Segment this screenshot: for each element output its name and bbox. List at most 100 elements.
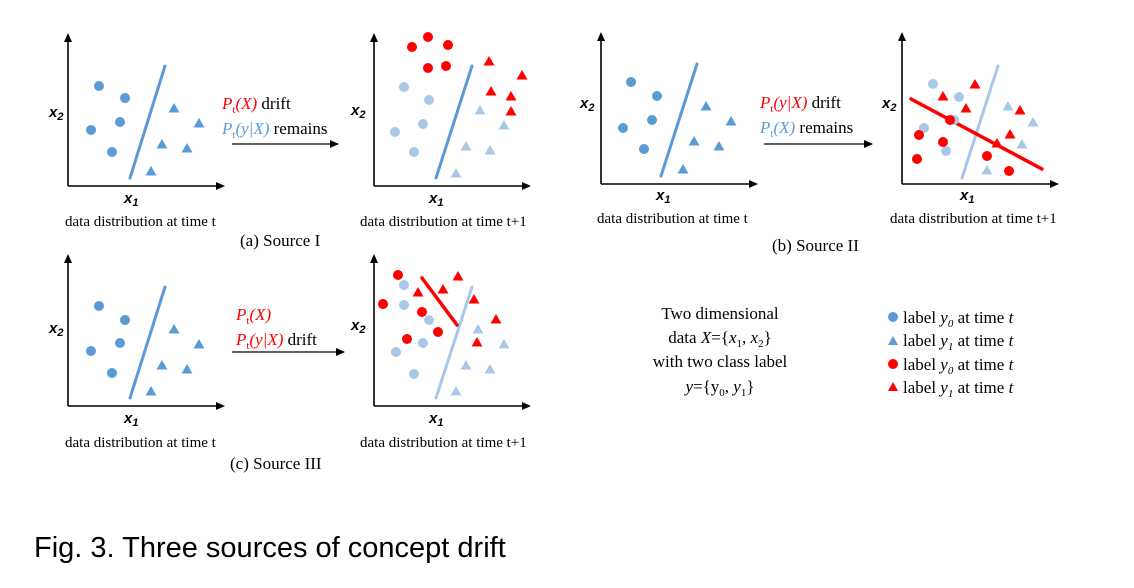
arrow-a-line2: Pt(y|X) remains [221,119,327,141]
triangle-point [981,165,993,175]
triangle-point [156,139,168,149]
blue-circle-icon [888,312,898,322]
circle-point [424,315,434,325]
x2-axis-label: x2 [48,104,63,123]
red-triangle-icon [888,382,898,391]
circle-point [115,117,125,127]
x-axis-arrowhead-icon [749,180,758,188]
circle-point [441,61,451,71]
circle-point [418,119,428,129]
legend-item-blue-circle: label y0 at time t [888,308,1015,330]
svg-text:label y1 at time t: label y1 at time t [903,331,1015,353]
y-axis-arrowhead-icon [64,254,72,263]
circle-point [399,82,409,92]
circle-point [938,137,948,147]
legend-item-blue-triangle: label y1 at time t [888,331,1015,353]
triangle-point [168,324,180,334]
triangle-point [484,364,496,374]
transition-arrow-b: Pt(y|X) drift Pt(X) remains [759,93,873,148]
triangle-point [450,386,462,396]
decision-boundary [909,97,1044,171]
circle-point [115,338,125,348]
panel-a-caption: (a) Source I [240,231,321,250]
scatter-plot-a2: x1 x2 [350,32,531,209]
triangle-point [516,70,528,80]
triangle-point [937,91,949,101]
triangle-point [193,118,205,128]
circle-point [928,79,938,89]
circle-point [424,95,434,105]
svg-text:label y0 at time t: label y0 at time t [903,355,1015,377]
arrow-b-line2: Pt(X) remains [759,118,853,140]
decision-boundary [659,62,699,178]
legend-item-red-triangle: label y1 at time t [888,378,1015,400]
x1-axis-label: x1 [123,410,138,429]
decision-boundary [128,285,167,400]
x2-axis-label: x2 [48,320,63,339]
triangle-point [1004,129,1016,139]
figure-caption: Fig. 3. Three sources of concept drift [34,532,506,564]
triangle-point [991,138,1003,148]
data-description: Two dimensional data X={x1, x2} with two… [653,304,788,399]
triangle-point [725,116,737,126]
circle-point [982,151,992,161]
circle-point [639,144,649,154]
circle-point [443,40,453,50]
circle-point [399,280,409,290]
transition-arrow-a: Pt(X) drift Pt(y|X) remains [221,94,339,148]
circle-point [390,127,400,137]
circle-point [652,91,662,101]
circle-point [919,123,929,133]
triangle-point [1002,101,1014,111]
circle-point [409,369,419,379]
triangle-point [1027,117,1039,127]
circle-point [94,301,104,311]
circle-point [912,154,922,164]
circle-point [402,334,412,344]
circle-point [393,270,403,280]
decision-boundary [434,285,474,400]
circle-point [409,147,419,157]
triangle-point [450,168,462,178]
x1-axis-label: x1 [428,190,443,209]
transition-arrow-c: Pt(X) Pt(y|X) drift [232,305,345,356]
triangle-point [498,339,510,349]
triangle-point [412,287,424,297]
svg-text:label y0 at time t: label y0 at time t [903,308,1015,330]
circle-point [120,93,130,103]
arrow-c-line2: Pt(y|X) drift [235,330,317,352]
triangle-point [713,141,725,151]
plot-b1-caption: data distribution at time t [597,211,749,227]
scatter-plot-a1: x1 x2 [48,33,225,209]
triangle-point [471,337,483,347]
description-line4: y={y0, y1} [683,377,754,399]
circle-point [647,115,657,125]
triangle-point [168,103,180,113]
svg-text:label y1 at time t: label y1 at time t [903,378,1015,400]
y-axis-arrowhead-icon [898,32,906,41]
triangle-point [490,314,502,324]
plot-a2-caption: data distribution at time t+1 [360,214,527,230]
triangle-point [145,166,157,176]
arrow-c-line1: Pt(X) [235,305,271,327]
triangle-point [700,101,712,111]
plot-b2-caption: data distribution at time t+1 [890,211,1057,227]
circle-point [418,338,428,348]
x1-axis-label: x1 [959,187,974,206]
scatter-plot-b1: x1 x2 [579,32,758,206]
circle-point [954,92,964,102]
circle-point [378,299,388,309]
red-circle-icon [888,359,898,369]
circle-point [423,32,433,42]
plot-a1-caption: data distribution at time t [65,214,217,230]
arrow-a-line1: Pt(X) drift [221,94,291,116]
triangle-point [505,91,517,101]
description-line1: Two dimensional [661,304,779,323]
triangle-point [498,120,510,130]
x1-axis-label: x1 [655,187,670,206]
y-axis-arrowhead-icon [370,33,378,42]
triangle-point [468,294,480,304]
x-axis-arrowhead-icon [1050,180,1059,188]
circle-point [417,307,427,317]
